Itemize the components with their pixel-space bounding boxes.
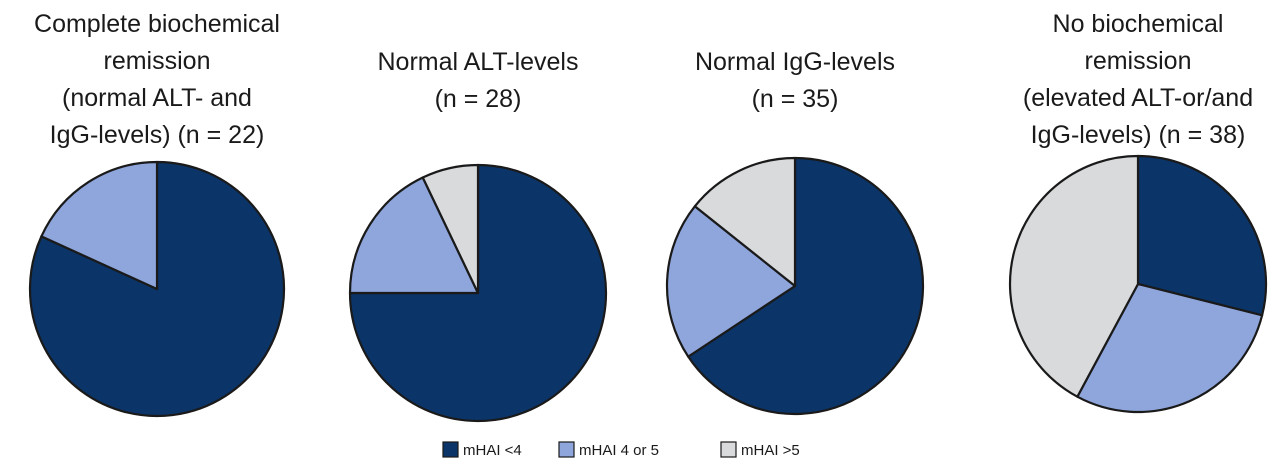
pie-chart-2-slice-mhai-4 [348, 163, 608, 423]
pie-chart-2-slice-mhai-5 [421, 163, 480, 295]
pie-chart-1-title-line: remission [104, 47, 211, 75]
pie-chart-2: Normal ALT-levels (n = 28) [348, 48, 608, 423]
pie-chart-1-title-line: Complete biochemical [34, 10, 280, 38]
pie-chart-3-slice-mhai-4 [687, 156, 925, 416]
pie-chart-4-slice-mhai-5 [1008, 154, 1140, 398]
pie-chart-2-slice-mhai-4-or-5 [348, 176, 480, 295]
legend-swatch-mhai-5 [720, 441, 737, 458]
pie-chart-3-slice-mhai-5 [693, 156, 797, 288]
pie-chart-3-title-line: (n = 35) [752, 85, 839, 113]
pie-chart-2-title-line: (n = 28) [435, 85, 522, 113]
legend-swatch-mhai-4 [442, 441, 459, 458]
pie-chart-4: No biochemical remission (elevated ALT-or/… [1008, 10, 1268, 414]
legend-swatch-mhai-4-or-5 [558, 441, 575, 458]
pie-chart-4-slice-mhai-4-or-5 [1076, 282, 1264, 414]
pie-chart-3-title-line: Normal IgG-levels [695, 48, 895, 76]
pie-chart-4-slice-mhai-4 [1136, 154, 1268, 317]
pie-chart-3: Normal IgG-levels (n = 35) [665, 48, 925, 416]
legend-label-mhai-5: mHAI >5 [741, 442, 800, 459]
legend: mHAI <4 mHAI 4 or 5 mHAI >5 [442, 441, 800, 459]
pie-chart-2-title-line: Normal ALT-levels [378, 48, 579, 76]
pie-chart-4-title-line: (elevated ALT-or/and [1023, 84, 1253, 112]
pie-chart-4-title-line: remission [1085, 47, 1192, 75]
pie-chart-4-title-line: No biochemical [1053, 10, 1224, 38]
pie-chart-1-title-line: IgG-levels) (n = 22) [50, 121, 265, 149]
pie-chart-4-title-line: IgG-levels) (n = 38) [1031, 121, 1246, 149]
legend-label-mhai-4: mHAI <4 [463, 442, 522, 459]
pie-chart-1-title-line: (normal ALT- and [62, 84, 252, 112]
pie-chart-1: Complete biochemical remission (normal ALT… [28, 10, 286, 418]
pie-chart-1-slice-mhai-4-or-5 [40, 160, 159, 291]
legend-label-mhai-4-or-5: mHAI 4 or 5 [579, 442, 659, 459]
pie-chart-3-slice-mhai-4-or-5 [665, 205, 797, 358]
